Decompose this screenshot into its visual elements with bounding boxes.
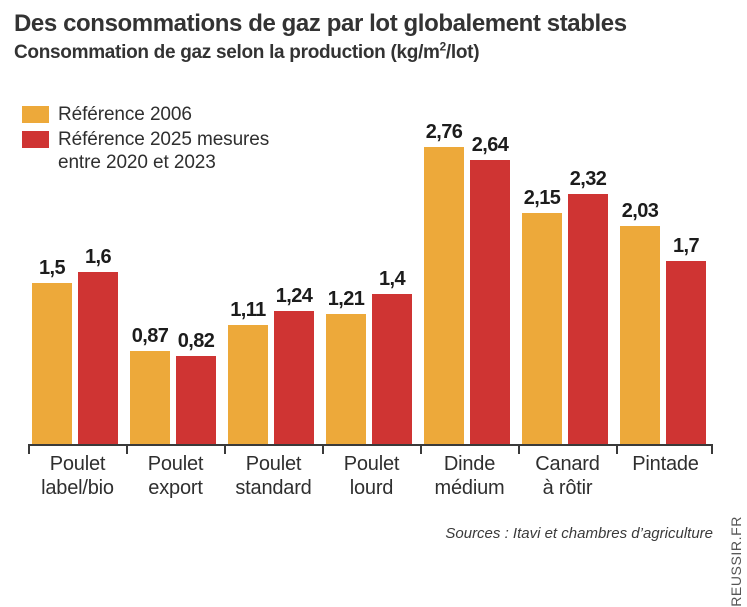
category-label: Poulet standard <box>235 453 312 499</box>
bar-value-label: 2,03 <box>621 200 659 222</box>
axis-tick <box>420 444 422 454</box>
category-label: Poulet label/bio <box>41 453 114 499</box>
legend-swatch-icon-ref2006 <box>22 106 49 123</box>
chart-page: Des consommations de gaz par lot globale… <box>0 10 744 607</box>
category-label: Poulet lourd <box>343 453 400 499</box>
bar-value-label: 1,4 <box>378 268 406 290</box>
bar-value-label: 2,64 <box>471 134 509 156</box>
bar-value-label: 0,82 <box>177 330 215 352</box>
bar-group: 1,5 1,6 <box>32 96 123 445</box>
bar-ref2006: 0,87 <box>130 325 170 445</box>
axis-tick <box>518 444 520 454</box>
bar-ref2025: 1,7 <box>666 235 706 445</box>
bar-value-label: 1,11 <box>230 299 266 321</box>
axis-tick <box>126 444 128 454</box>
x-axis-category-labels: Poulet label/bio Poulet export Poulet stan… <box>0 453 713 509</box>
watermark-reussir: REUSSIR.FR <box>728 516 744 607</box>
axis-tick <box>322 444 324 454</box>
bar-group: 0,87 0,82 <box>130 96 221 445</box>
bar-group: 1,21 1,4 <box>326 96 417 445</box>
bar-group: 2,03 1,7 <box>620 96 711 445</box>
x-axis-line <box>28 444 711 446</box>
bar-value-label: 1,5 <box>38 257 66 279</box>
category-label: Poulet export <box>147 453 204 499</box>
chart-legend: Référence 2006 Référence 2025 mesures en… <box>22 103 269 177</box>
bar-ref2025: 1,4 <box>372 268 412 445</box>
bar-ref2025: 1,6 <box>78 246 118 445</box>
chart-subtitle: Consommation de gaz selon la production … <box>14 42 733 65</box>
bar-ref2006: 1,11 <box>228 299 268 445</box>
bar-value-label: 1,7 <box>672 235 700 257</box>
bar-ref2006: 1,5 <box>32 257 72 445</box>
bar-ref2025: 1,24 <box>274 285 314 445</box>
bar-ref2025: 2,32 <box>568 168 608 445</box>
axis-tick <box>616 444 618 454</box>
bar-ref2006: 2,15 <box>522 187 562 445</box>
chart-subtitle-main: Consommation de gaz selon la production … <box>14 42 440 64</box>
bar-group: 1,11 1,24 <box>228 96 319 445</box>
source-note: Sources : Itavi et chambres d’agricultur… <box>445 525 713 542</box>
bar-value-label: 2,76 <box>425 121 463 143</box>
bar-ref2025: 0,82 <box>176 330 216 445</box>
chart-subtitle-tail: /lot) <box>445 42 480 64</box>
bar-group: 2,15 2,32 <box>522 96 613 445</box>
bar-group: 2,76 2,64 <box>424 96 515 445</box>
axis-tick <box>28 444 30 454</box>
bar-ref2025: 2,64 <box>470 134 510 445</box>
category-label: Dinde médium <box>434 453 505 499</box>
legend-label-ref2025: Référence 2025 mesures entre 2020 et 202… <box>58 129 270 174</box>
axis-tick <box>711 444 713 454</box>
plot-area: 1,5 1,6 0,87 0,82 1,11 1,24 1,21 1,4 2,76 2,64 2,1… <box>0 96 713 445</box>
bar-value-label: 2,32 <box>569 168 607 190</box>
legend-label-ref2006: Référence 2006 <box>58 104 192 125</box>
bar-ref2006: 2,03 <box>620 200 660 445</box>
legend-item-ref2025: Référence 2025 mesures entre 2020 et 202… <box>22 128 269 174</box>
page-title: Des consommations de gaz par lot globale… <box>14 10 627 37</box>
bar-ref2006: 2,76 <box>424 121 464 445</box>
axis-tick <box>224 444 226 454</box>
legend-item-ref2006: Référence 2006 <box>22 103 269 126</box>
bar-ref2006: 1,21 <box>326 288 366 445</box>
category-label: Pintade <box>632 453 699 475</box>
category-label: Canard à rôtir <box>535 453 600 499</box>
bar-value-label: 1,24 <box>275 285 313 307</box>
bar-value-label: 2,15 <box>523 187 561 209</box>
chart-subtitle-superscript: 2 <box>439 40 447 54</box>
bars-layer: 1,5 1,6 0,87 0,82 1,11 1,24 1,21 1,4 2,76 2,64 2,1… <box>0 96 713 445</box>
legend-swatch-icon-ref2025 <box>22 131 49 149</box>
bar-value-label: 1,21 <box>327 288 365 310</box>
bar-value-label: 0,87 <box>131 325 169 347</box>
chart-header: Des consommations de gaz par lot globale… <box>14 10 733 65</box>
bar-value-label: 1,6 <box>84 246 112 268</box>
